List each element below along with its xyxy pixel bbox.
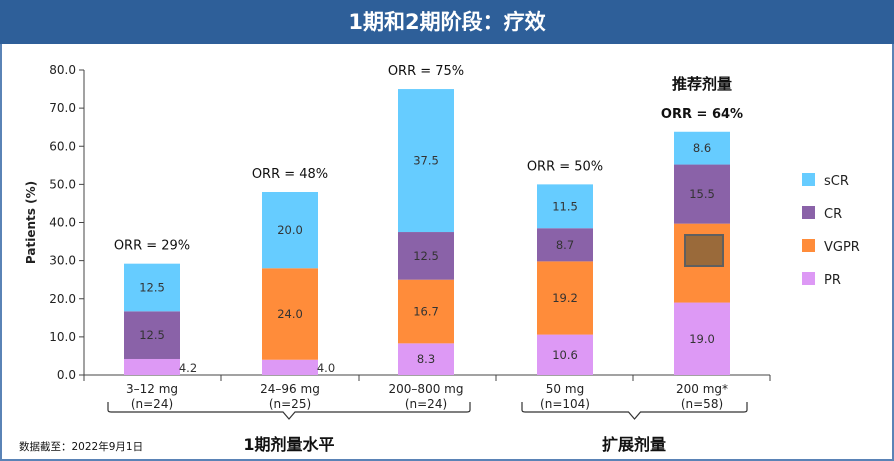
bar-value-label: 24.0	[277, 307, 303, 321]
bar-segment-vgpr	[262, 268, 318, 360]
title-bar: 1期和2期阶段：疗效	[0, 0, 894, 44]
bar-segment-cr	[124, 311, 180, 359]
x-category-label: 200–800 mg	[389, 382, 464, 396]
chart-panel: 0.0 10.0 20.0 30.0 40.0 50.0 60.0 70.0 80.0 Patie…	[0, 44, 894, 461]
bar-segment-pr	[674, 302, 730, 375]
bar-value-label: 12.5	[139, 281, 165, 295]
legend-swatch-cr	[802, 206, 815, 219]
bar-value-label: 10.6	[552, 348, 578, 362]
x-category-label: 24–96 mg	[260, 382, 320, 396]
bar-segment-pr	[124, 358, 180, 375]
legend-label: sCR	[824, 174, 849, 189]
bar-value-label: 4.0	[317, 361, 335, 375]
x-category-label: 200 mg*	[676, 382, 728, 396]
legend-swatch-pr	[802, 272, 815, 285]
x-category-n: (n=25)	[269, 397, 311, 411]
x-category-label: 3–12 mg	[126, 382, 178, 396]
legend-swatch-scr	[802, 173, 815, 186]
bar-segment-vgpr	[537, 261, 593, 335]
bar-value-label: 15.5	[689, 187, 715, 201]
bar-value-label: 19.2	[552, 291, 578, 305]
bar-segment-pr	[398, 343, 454, 375]
bar-value-label: 4.2	[179, 361, 197, 375]
bar-value-label: 19.0	[689, 332, 715, 346]
bar-value-label: 8.3	[417, 352, 435, 366]
highlight-box	[684, 234, 724, 267]
legend-label: PR	[824, 273, 841, 288]
orr-label: ORR = 48%	[252, 167, 328, 182]
group-label: 扩展剂量	[602, 435, 666, 454]
recommended-dose-label: 推荐剂量	[672, 75, 732, 93]
bar-value-label: 37.5	[413, 154, 439, 168]
y-tick-label: 50.0	[49, 177, 76, 191]
slide-title: 1期和2期阶段：疗效	[348, 10, 546, 34]
y-tick-label: 70.0	[49, 101, 76, 115]
bar-value-label: 20.0	[277, 223, 303, 237]
group-bracket	[107, 402, 471, 420]
bar-segment-pr	[537, 334, 593, 375]
bar-segment-cr	[537, 228, 593, 262]
legend-swatch-vgpr	[802, 239, 815, 252]
x-category-label: 50 mg	[546, 382, 584, 396]
orr-label: ORR = 64%	[661, 107, 743, 122]
y-tick-label: 80.0	[49, 63, 76, 77]
x-category-n: (n=24)	[131, 397, 173, 411]
bar-value-label: 8.6	[693, 141, 711, 155]
bar-segment-cr	[674, 164, 730, 224]
bar-value-label: 12.5	[413, 249, 439, 263]
x-category-n: (n=58)	[681, 397, 723, 411]
data-cutoff-note: 数据截至：2022年9月1日	[19, 440, 143, 453]
y-axis-label: Patients (%)	[24, 181, 38, 264]
bar-segment-scr	[124, 263, 180, 312]
y-tick-label: 10.0	[49, 330, 76, 344]
bar-value-label: 11.5	[552, 199, 578, 213]
group-bracket	[521, 402, 748, 420]
bar-value-label: 12.5	[139, 328, 165, 342]
bar-segment-scr	[262, 192, 318, 269]
y-tick-label: 0.0	[57, 368, 76, 382]
bar-segment-scr	[398, 89, 454, 233]
bar-segment-scr	[674, 131, 730, 165]
bar-segment-scr	[537, 184, 593, 229]
orr-label: ORR = 75%	[388, 64, 464, 79]
group-label: 1期剂量水平	[243, 435, 334, 454]
y-tick-label: 40.0	[49, 216, 76, 230]
orr-label: ORR = 50%	[527, 159, 603, 174]
legend-label: VGPR	[824, 240, 860, 255]
y-tick-label: 20.0	[49, 292, 76, 306]
bar-segment-pr	[262, 359, 318, 375]
efficacy-bar-chart: 0.0 10.0 20.0 30.0 40.0 50.0 60.0 70.0 80.0 Patie…	[19, 63, 860, 454]
bar-segment-vgpr	[398, 279, 454, 344]
y-tick-label: 30.0	[49, 254, 76, 268]
x-category-n: (n=104)	[540, 397, 590, 411]
orr-label: ORR = 29%	[114, 239, 190, 254]
legend-label: CR	[824, 207, 842, 222]
y-tick-label: 60.0	[49, 139, 76, 153]
x-category-n: (n=24)	[405, 397, 447, 411]
bar-value-label: 8.7	[556, 238, 574, 252]
bar-segment-cr	[398, 232, 454, 280]
bar-value-label: 16.7	[413, 305, 439, 319]
